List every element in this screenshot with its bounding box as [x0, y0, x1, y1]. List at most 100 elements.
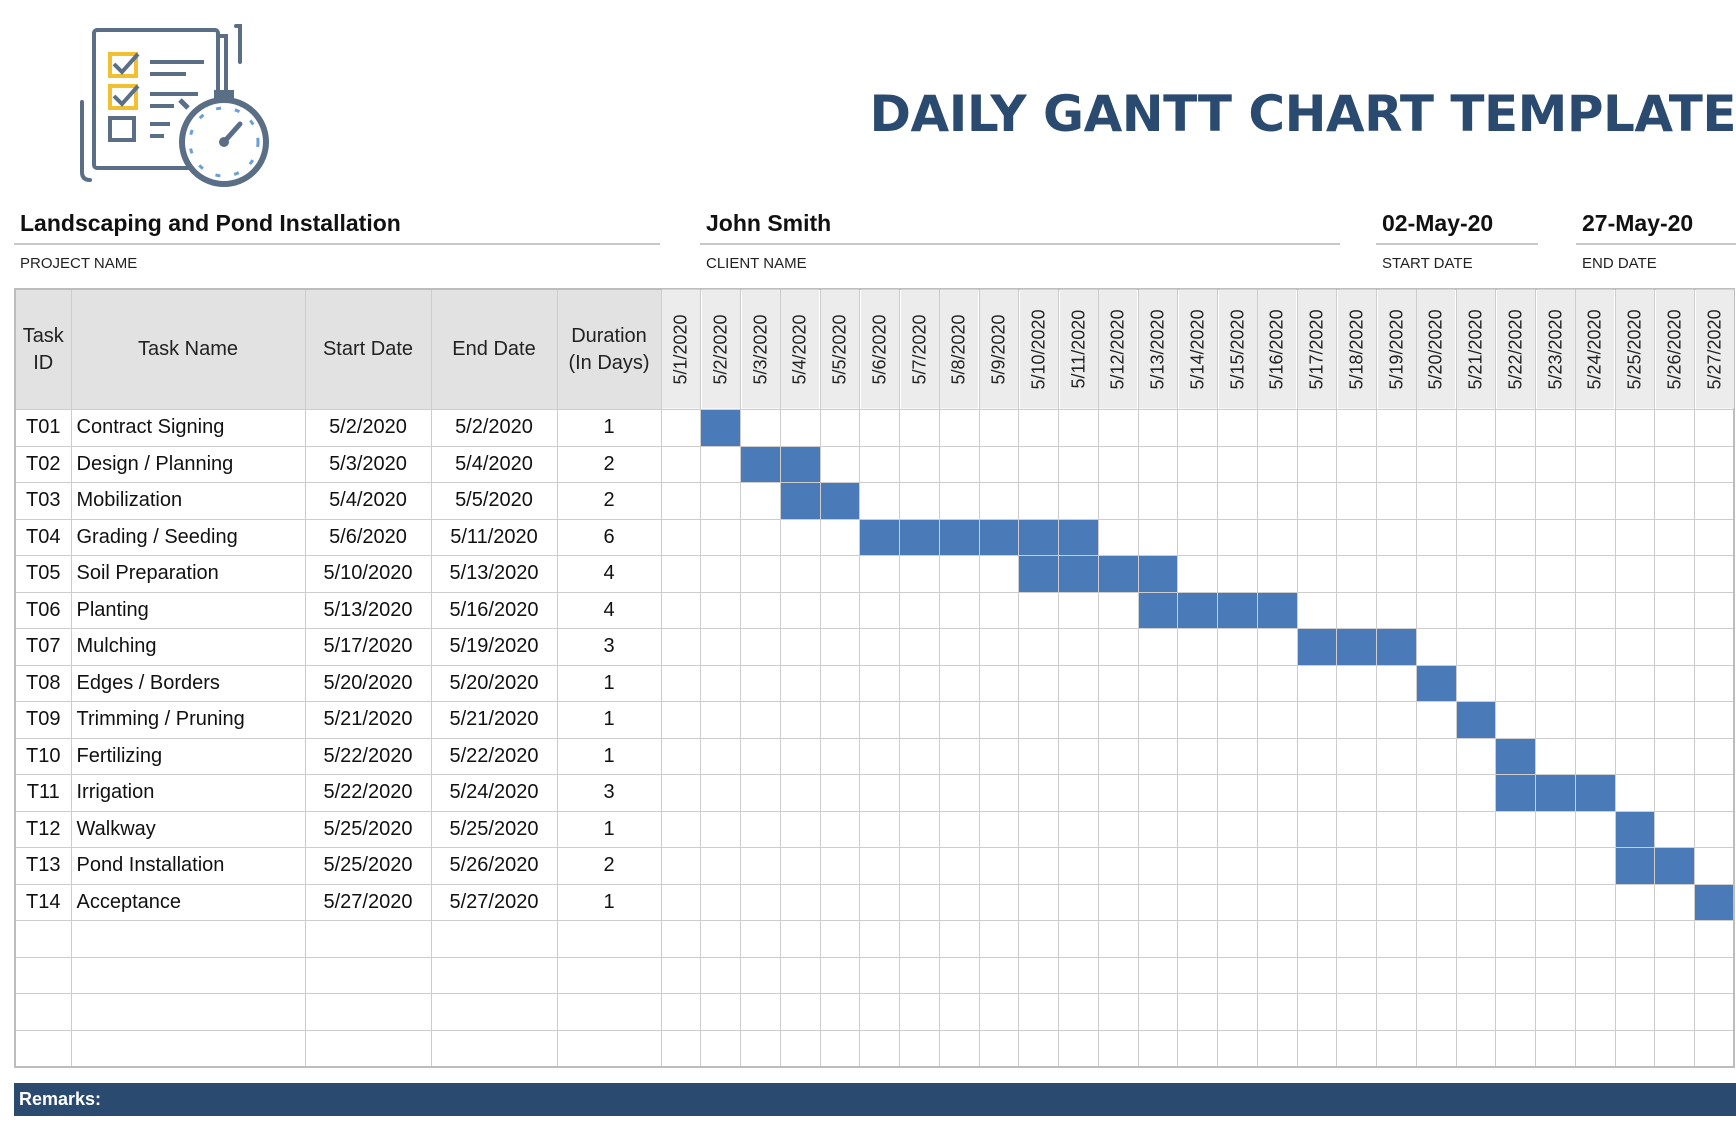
- gantt-day-cell: [978, 883, 1020, 921]
- empty-cell: [1415, 920, 1457, 958]
- gantt-day-cell: [660, 445, 702, 483]
- empty-cell: [430, 920, 558, 958]
- gantt-day-cell: [740, 628, 781, 666]
- gantt-bar-cell: [1097, 555, 1139, 593]
- empty-cell: [14, 956, 72, 994]
- empty-cell: [1058, 1029, 1099, 1068]
- gantt-day-cell: [1296, 883, 1338, 921]
- gantt-bar-cell: [978, 518, 1020, 556]
- task-name-cell: Grading / Seeding: [70, 518, 306, 556]
- gantt-day-cell: [938, 883, 980, 921]
- empty-cell: [1574, 956, 1616, 994]
- gantt-bar-cell: [779, 482, 821, 520]
- table-row: T06 Planting 5/13/2020 5/16/2020 4: [14, 591, 1735, 629]
- gantt-day-cell: [1455, 591, 1497, 629]
- gantt-day-cell: [700, 555, 741, 593]
- empty-cell: [819, 956, 861, 994]
- gantt-bar-cell: [938, 518, 980, 556]
- gantt-day-cell: [1336, 701, 1377, 739]
- gantt-day-cell: [859, 810, 900, 848]
- gantt-day-cell: [819, 664, 861, 702]
- empty-cell: [1415, 956, 1457, 994]
- gantt-day-cell: [978, 810, 1020, 848]
- empty-cell: [1495, 1029, 1536, 1068]
- gantt-day-cell: [1018, 482, 1059, 520]
- task-id-cell: T02: [14, 445, 72, 483]
- empty-cell: [1376, 956, 1417, 994]
- gantt-day-cell: [978, 628, 1020, 666]
- gantt-day-cell: [779, 810, 821, 848]
- duration-cell: 2: [556, 445, 662, 483]
- gantt-day-cell: [1296, 810, 1338, 848]
- gantt-day-cell: [1574, 518, 1616, 556]
- gantt-day-cell: [1694, 737, 1735, 775]
- empty-cell: [859, 956, 900, 994]
- client-name-label: CLIENT NAME: [706, 255, 807, 272]
- gantt-day-cell: [819, 774, 861, 812]
- table-row: T01 Contract Signing 5/2/2020 5/2/2020 1: [14, 409, 1735, 447]
- gantt-day-cell: [1296, 409, 1338, 447]
- empty-cell: [556, 1029, 662, 1068]
- task-name-cell: Mobilization: [70, 482, 306, 520]
- gantt-day-cell: [660, 847, 702, 885]
- start-date-cell: 5/27/2020: [304, 883, 432, 921]
- gantt-day-cell: [1376, 883, 1417, 921]
- gantt-day-cell: [1058, 628, 1099, 666]
- gantt-day-cell: [740, 664, 781, 702]
- end-date-value: 27-May-20: [1576, 209, 1736, 245]
- gantt-day-cell: [1495, 847, 1536, 885]
- task-name-cell: Soil Preparation: [70, 555, 306, 593]
- gantt-day-cell: [779, 701, 821, 739]
- empty-cell: [779, 993, 821, 1031]
- gantt-day-cell: [1455, 445, 1497, 483]
- gantt-day-cell: [740, 591, 781, 629]
- empty-cell: [1455, 1029, 1497, 1068]
- gantt-day-cell: [1256, 847, 1298, 885]
- gantt-day-cell: [1495, 482, 1536, 520]
- gantt-day-cell: [819, 518, 861, 556]
- gantt-day-cell: [1614, 774, 1656, 812]
- empty-cell: [779, 920, 821, 958]
- empty-cell: [1694, 956, 1735, 994]
- duration-cell: 4: [556, 591, 662, 629]
- empty-cell: [1574, 993, 1616, 1031]
- empty-cell: [1495, 920, 1536, 958]
- gantt-day-cell: [1137, 664, 1179, 702]
- empty-cell: [1256, 1029, 1298, 1068]
- gantt-day-cell: [859, 774, 900, 812]
- gantt-day-cell: [938, 701, 980, 739]
- end-date-cell: 5/5/2020: [430, 482, 558, 520]
- end-date-cell: 5/2/2020: [430, 409, 558, 447]
- empty-row: [14, 1029, 1735, 1068]
- gantt-day-cell: [1018, 445, 1059, 483]
- gantt-day-cell: [660, 555, 702, 593]
- gantt-bar-cell: [700, 409, 741, 447]
- gantt-day-cell: [859, 409, 900, 447]
- gantt-day-cell: [779, 555, 821, 593]
- empty-cell: [1097, 920, 1139, 958]
- gantt-day-cell: [938, 664, 980, 702]
- gantt-day-cell: [1336, 664, 1377, 702]
- gantt-day-cell: [1415, 847, 1457, 885]
- task-id-cell: T01: [14, 409, 72, 447]
- end-date-cell: 5/4/2020: [430, 445, 558, 483]
- gantt-day-cell: [1694, 445, 1735, 483]
- empty-cell: [1535, 956, 1576, 994]
- empty-cell: [1694, 993, 1735, 1031]
- gantt-day-cell: [1376, 847, 1417, 885]
- gantt-day-cell: [1137, 445, 1179, 483]
- empty-cell: [70, 1029, 306, 1068]
- end-date-cell: 5/21/2020: [430, 701, 558, 739]
- task-name-cell: Walkway: [70, 810, 306, 848]
- empty-cell: [1018, 1029, 1059, 1068]
- empty-cell: [1018, 956, 1059, 994]
- gantt-day-cell: [700, 774, 741, 812]
- empty-cell: [14, 993, 72, 1031]
- day-header: 5/16/2020: [1257, 289, 1297, 410]
- gantt-day-cell: [1097, 482, 1139, 520]
- gantt-day-cell: [1495, 664, 1536, 702]
- gantt-day-cell: [740, 701, 781, 739]
- gantt-day-cell: [819, 847, 861, 885]
- gantt-day-cell: [1495, 701, 1536, 739]
- gantt-day-cell: [1415, 409, 1457, 447]
